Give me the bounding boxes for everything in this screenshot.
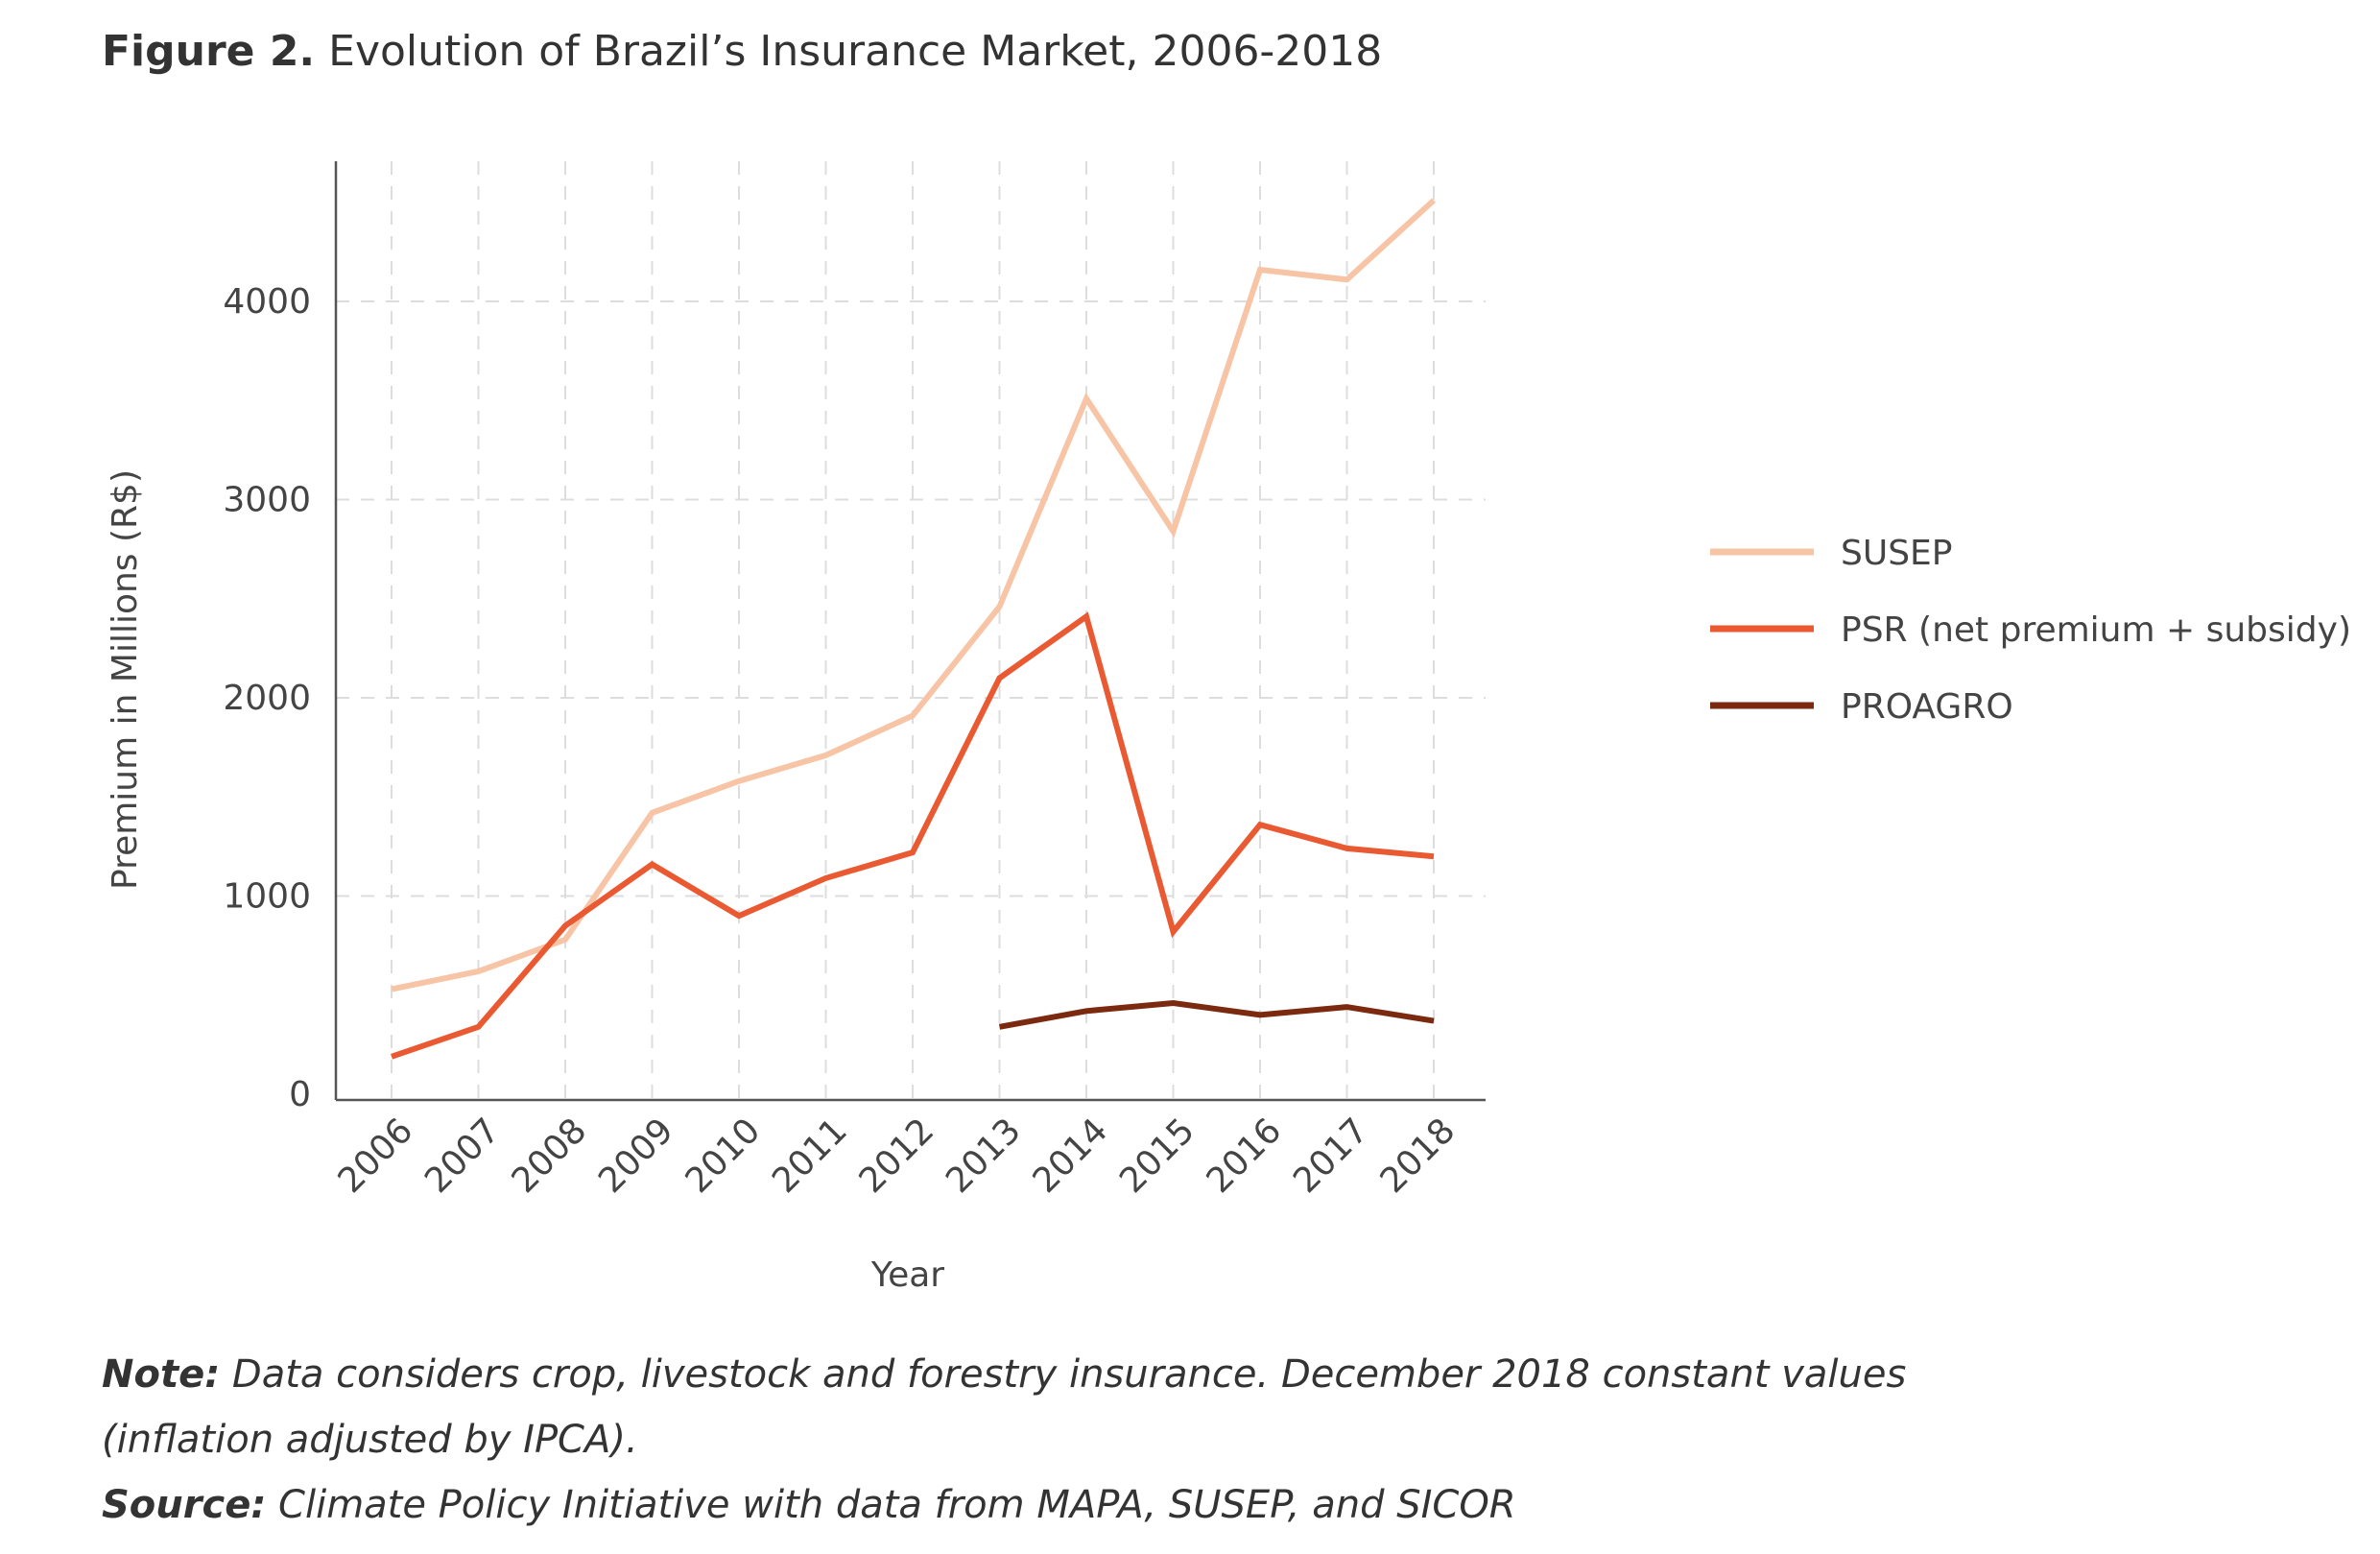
series-line — [391, 611, 1435, 1060]
legend-label: PROAGRO — [1841, 687, 2013, 727]
x-tick-label: 2018 — [1373, 1111, 1464, 1201]
legend: SUSEP PSR (net premium + subsidy) PROAGRO — [1710, 534, 2351, 727]
series-lines — [391, 198, 1437, 1060]
x-tick-label: 2010 — [678, 1111, 769, 1201]
figure-title: Figure 2. Evolution of Brazil’s Insuranc… — [102, 27, 1382, 76]
source-label: Source: — [102, 1483, 267, 1527]
grid-lines — [336, 161, 1486, 1100]
x-tick-label: 2007 — [417, 1111, 508, 1201]
axes — [334, 161, 1486, 1102]
legend-label: SUSEP — [1841, 534, 1953, 573]
figure-notes: Note: Data considers crop, livestock and… — [102, 1342, 1906, 1538]
x-tick-label: 2012 — [852, 1111, 942, 1201]
x-tick-labels: 2006200720082009201020112012201320142015… — [331, 1111, 1464, 1201]
note-line: Note: Data considers crop, livestock and… — [102, 1342, 1906, 1407]
y-tick-label: 3000 — [223, 481, 311, 520]
x-tick-label: 2013 — [939, 1111, 1029, 1201]
x-tick-label: 2015 — [1112, 1111, 1202, 1201]
y-tick-label: 0 — [289, 1075, 311, 1114]
x-tick-label: 2016 — [1200, 1111, 1290, 1201]
series-line — [998, 999, 1435, 1030]
x-axis-label: Year — [870, 1255, 944, 1295]
x-tick-label: 2017 — [1286, 1111, 1376, 1201]
y-tick-labels: 0 1000 2000 3000 4000 — [223, 282, 311, 1114]
figure-title-text: Evolution of Brazil’s Insurance Market, … — [328, 27, 1383, 76]
note-text: Data considers crop, livestock and fores… — [220, 1352, 1907, 1397]
y-tick-label: 4000 — [223, 282, 311, 322]
legend-label: PSR (net premium + subsidy) — [1841, 610, 2351, 650]
y-tick-label: 2000 — [223, 679, 311, 718]
series-line — [391, 198, 1437, 992]
note-line-2: (inflation adjusted by IPCA). — [102, 1418, 638, 1462]
y-axis-label: Premium in Millions (R$) — [106, 469, 145, 890]
y-tick-label: 1000 — [223, 877, 311, 917]
note-label: Note: — [102, 1352, 221, 1397]
x-tick-label: 2009 — [591, 1111, 681, 1201]
x-tick-label: 2011 — [765, 1111, 855, 1201]
x-tick-label: 2014 — [1026, 1111, 1116, 1201]
figure-label: Figure 2. — [102, 27, 316, 76]
source-line: Source: Climate Policy Initiative with d… — [102, 1472, 1906, 1538]
x-tick-label: 2006 — [331, 1111, 421, 1201]
source-text: Climate Policy Initiative with data from… — [266, 1483, 1516, 1527]
x-tick-label: 2008 — [505, 1111, 595, 1201]
